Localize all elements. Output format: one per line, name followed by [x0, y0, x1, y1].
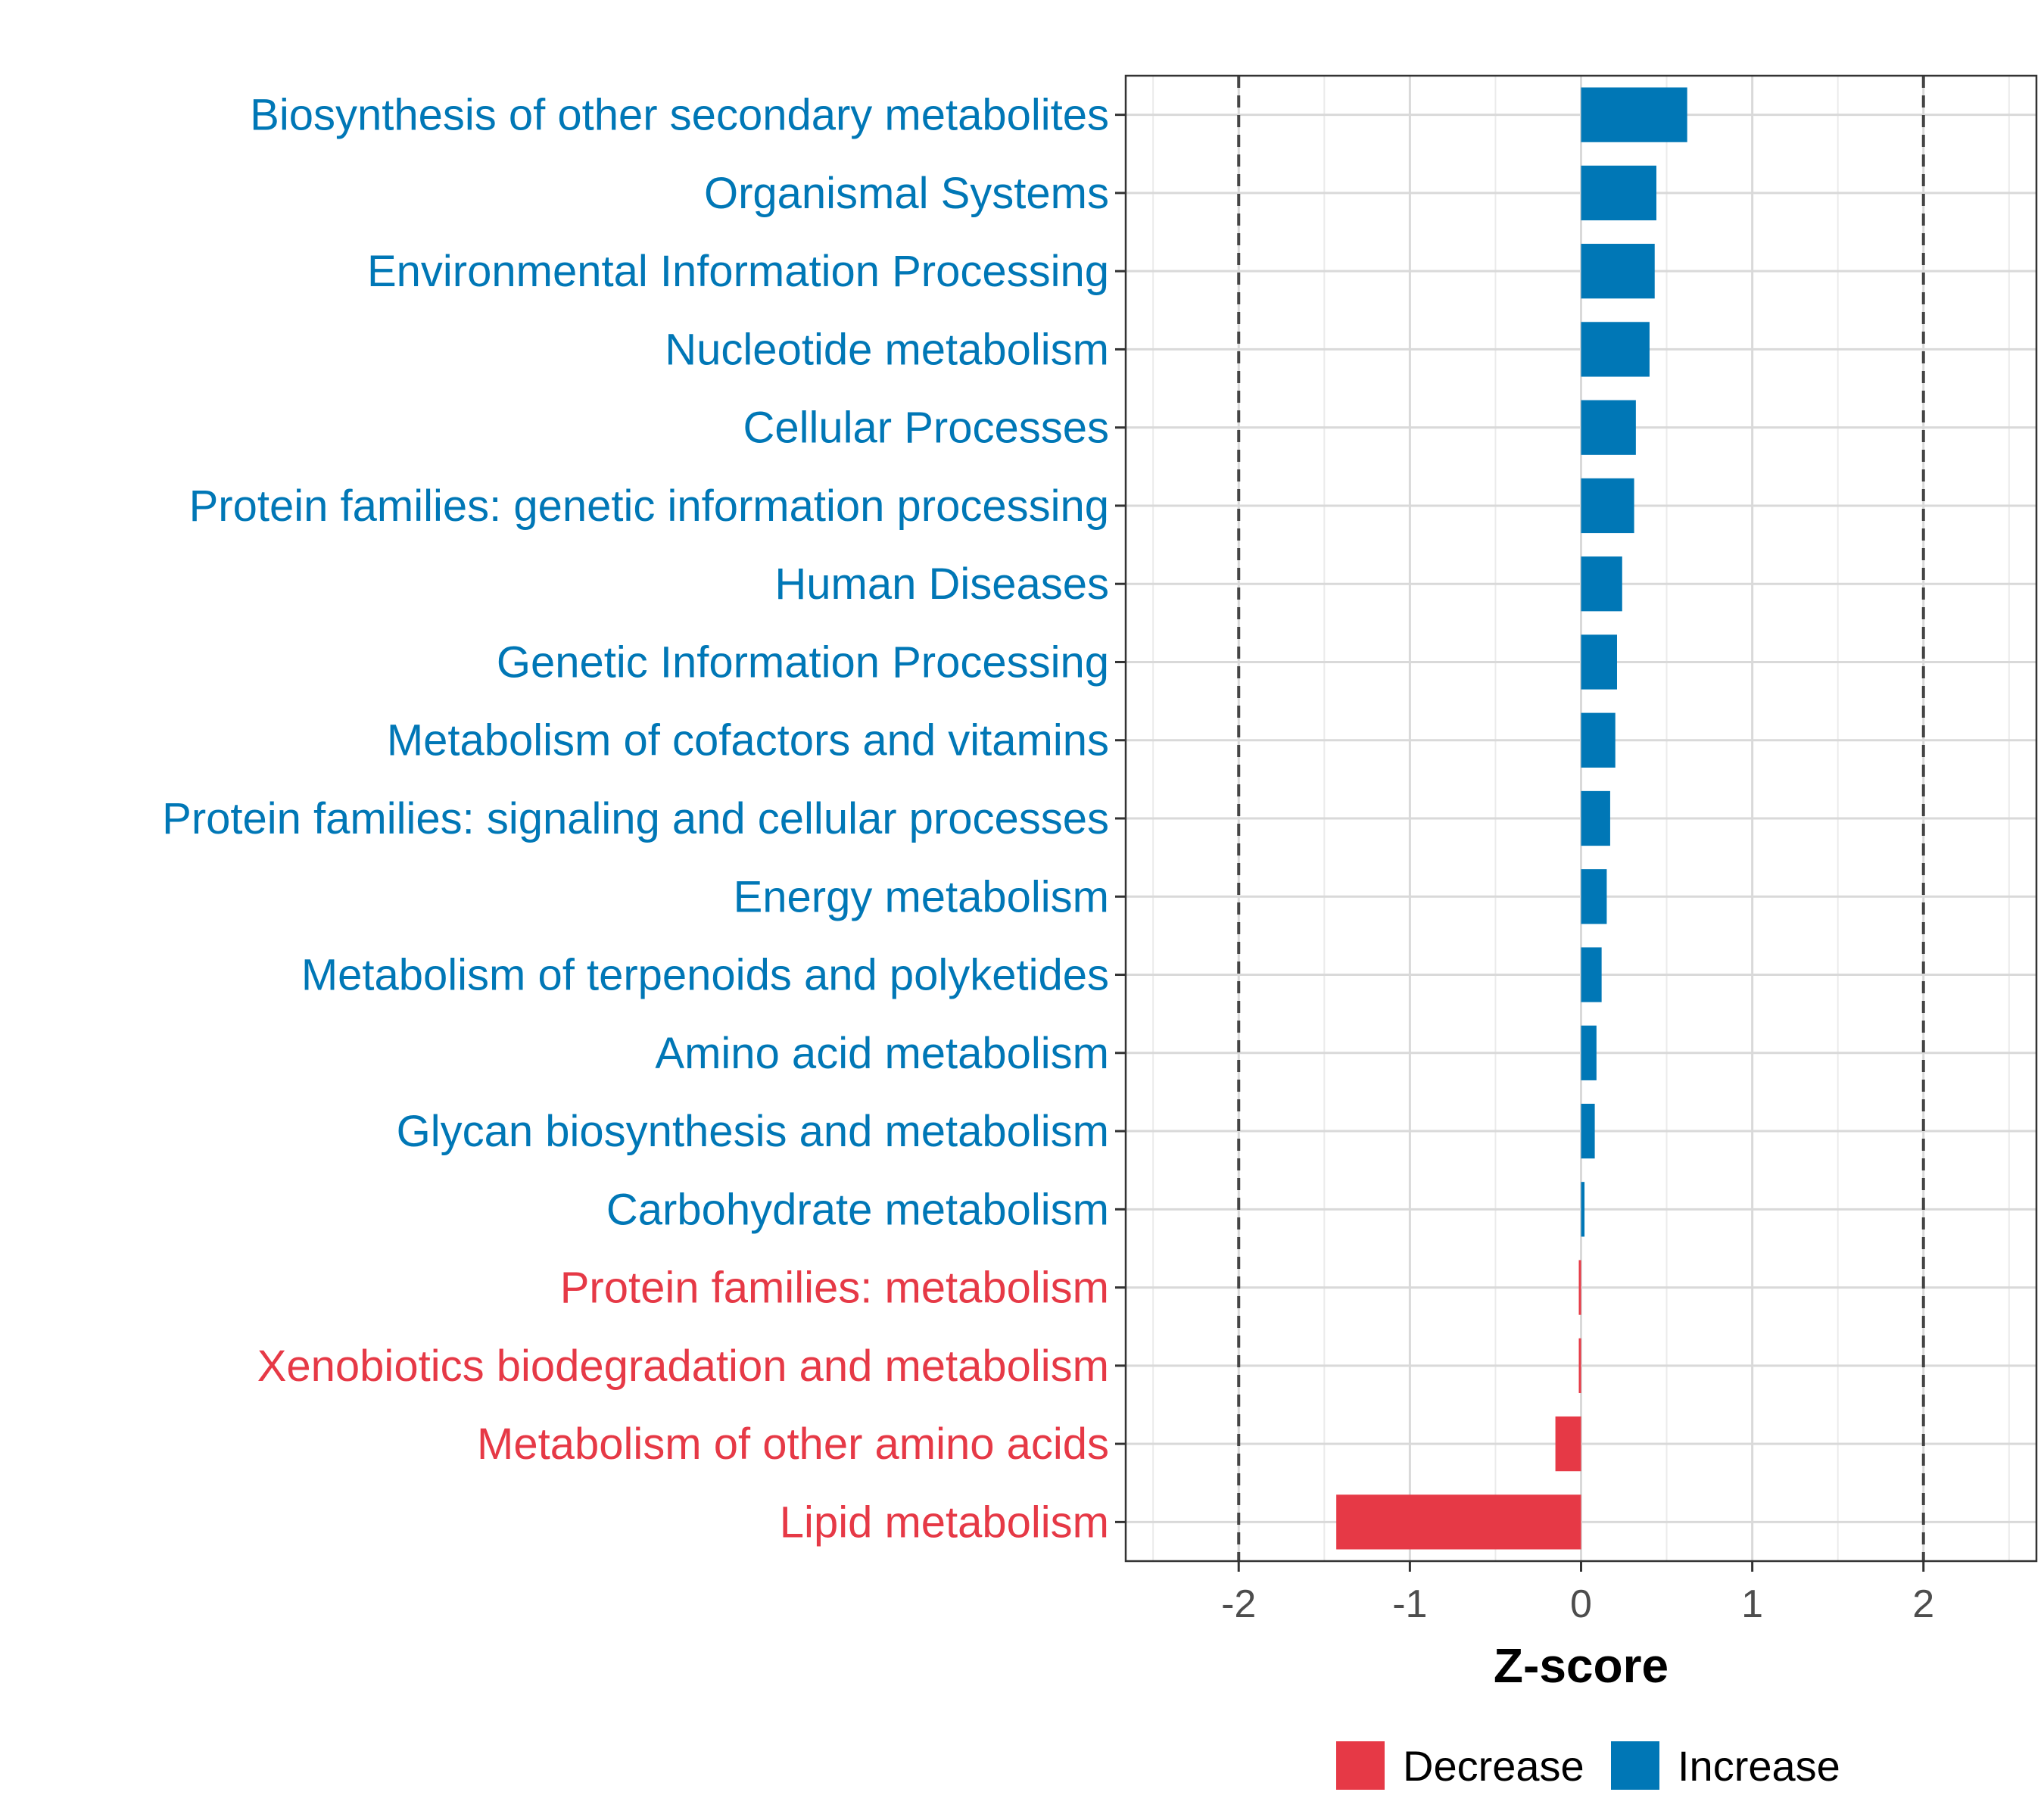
- y-category-label: Genetic Information Processing: [497, 637, 1109, 687]
- y-category-label: Nucleotide metabolism: [665, 325, 1109, 374]
- reference-lines: [1237, 76, 1925, 1561]
- y-category-label: Human Diseases: [774, 559, 1109, 609]
- bar: [1581, 1182, 1585, 1237]
- y-axis-ticks: [1115, 114, 1126, 1523]
- bar: [1555, 1416, 1581, 1472]
- bar: [1581, 478, 1634, 534]
- bar: [1581, 244, 1655, 299]
- x-tick-label: 0: [1570, 1582, 1592, 1626]
- x-tick-label: -1: [1392, 1582, 1427, 1626]
- y-category-label: Glycan biosynthesis and metabolism: [397, 1107, 1109, 1156]
- y-category-label: Metabolism of cofactors and vitamins: [387, 716, 1109, 765]
- x-axis-ticks: -2 -1 0 1 2: [1221, 1561, 1934, 1626]
- x-axis-title: Z-score: [1494, 1638, 1669, 1693]
- y-category-label: Carbohydrate metabolism: [606, 1185, 1109, 1234]
- legend-swatch-decrease: [1336, 1741, 1385, 1790]
- bar: [1578, 1260, 1581, 1315]
- y-category-label: Cellular Processes: [743, 404, 1109, 453]
- y-category-label: Metabolism of terpenoids and polyketides: [301, 951, 1109, 1000]
- y-category-label: Protein families: metabolism: [560, 1264, 1109, 1313]
- y-category-label: Xenobiotics biodegradation and metabolis…: [257, 1342, 1109, 1391]
- bar: [1581, 322, 1650, 377]
- bar: [1336, 1494, 1581, 1550]
- y-category-label: Amino acid metabolism: [655, 1029, 1109, 1078]
- x-tick-label: -2: [1221, 1582, 1256, 1626]
- bar: [1581, 869, 1607, 924]
- y-category-label: Metabolism of other amino acids: [477, 1420, 1109, 1469]
- bar: [1581, 634, 1617, 690]
- bar: [1581, 790, 1610, 846]
- bars: [1336, 87, 1687, 1550]
- bar: [1581, 556, 1622, 612]
- bar: [1581, 1103, 1595, 1159]
- bar: [1581, 400, 1636, 455]
- legend-label-increase: Increase: [1678, 1742, 1840, 1790]
- y-axis-category-labels: Biosynthesis of other secondary metaboli…: [162, 91, 1109, 1547]
- x-tick-label: 1: [1741, 1582, 1763, 1626]
- bar: [1581, 947, 1602, 1002]
- y-category-label: Environmental Information Processing: [367, 247, 1109, 296]
- legend-label-decrease: Decrease: [1403, 1742, 1584, 1790]
- y-category-label: Protein families: genetic information pr…: [189, 482, 1109, 531]
- bar: [1581, 165, 1656, 221]
- bar: [1581, 87, 1687, 142]
- bar: [1578, 1338, 1581, 1393]
- legend-swatch-increase: [1611, 1741, 1659, 1790]
- x-tick-label: 2: [1912, 1582, 1934, 1626]
- bar: [1581, 1025, 1597, 1080]
- legend: Decrease Increase: [1336, 1741, 1840, 1790]
- y-category-label: Protein families: signaling and cellular…: [162, 794, 1109, 843]
- bar: [1581, 712, 1616, 768]
- y-category-label: Energy metabolism: [734, 872, 1109, 921]
- y-category-label: Organismal Systems: [704, 169, 1109, 218]
- y-category-label: Biosynthesis of other secondary metaboli…: [250, 91, 1109, 140]
- y-category-label: Lipid metabolism: [780, 1498, 1109, 1547]
